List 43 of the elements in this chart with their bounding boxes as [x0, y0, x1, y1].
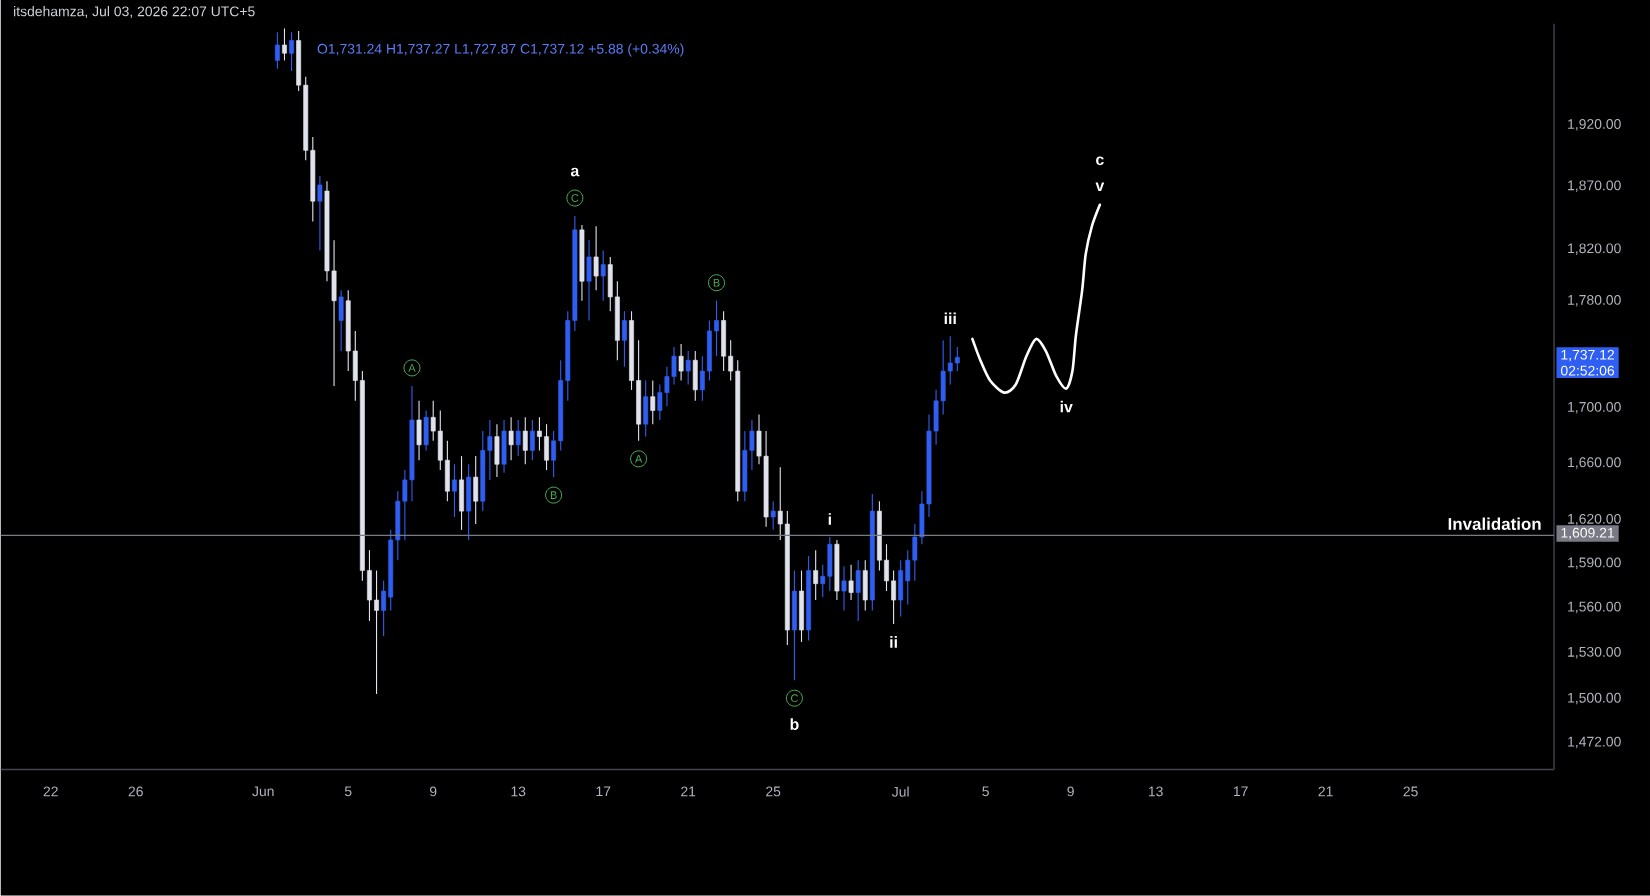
candlestick	[586, 239, 592, 322]
candlestick	[650, 380, 656, 425]
candlestick	[317, 175, 323, 252]
candlestick	[289, 31, 294, 72]
candlestick	[848, 564, 854, 601]
candlestick	[338, 289, 344, 352]
candlestick	[813, 549, 819, 601]
candlestick	[416, 400, 422, 461]
candlestick	[459, 455, 464, 531]
candlestick	[473, 455, 479, 525]
candlestick	[721, 310, 727, 372]
candlestick	[770, 500, 776, 531]
candlestick	[515, 419, 521, 457]
candlestick	[855, 559, 861, 622]
candlestick	[423, 410, 429, 452]
candlestick	[862, 559, 868, 612]
candlestick	[501, 419, 507, 474]
candlestick	[685, 350, 691, 386]
candlestick	[452, 463, 457, 518]
candlestick	[274, 31, 280, 70]
candlestick	[834, 539, 840, 601]
candlestick	[508, 416, 514, 461]
candlestick	[529, 419, 535, 461]
candlestick	[954, 346, 960, 372]
candlestick	[799, 570, 804, 643]
candlestick	[544, 423, 549, 471]
candlestick	[692, 350, 698, 402]
candlestick	[282, 28, 287, 62]
candlestick	[643, 380, 649, 438]
candlestick	[494, 423, 500, 478]
candlestick	[841, 565, 847, 612]
candlestick	[600, 250, 606, 302]
candlestick	[678, 343, 684, 382]
candlestick	[898, 559, 904, 618]
ref-line-label: Invalidation	[1448, 517, 1541, 531]
candlestick	[374, 570, 379, 695]
line-series	[971, 203, 1102, 395]
candlestick	[522, 416, 528, 466]
candlestick	[792, 570, 797, 681]
candlestick	[466, 463, 472, 541]
candlestick	[827, 536, 833, 592]
candlestick	[593, 225, 599, 292]
candlestick	[622, 310, 627, 368]
